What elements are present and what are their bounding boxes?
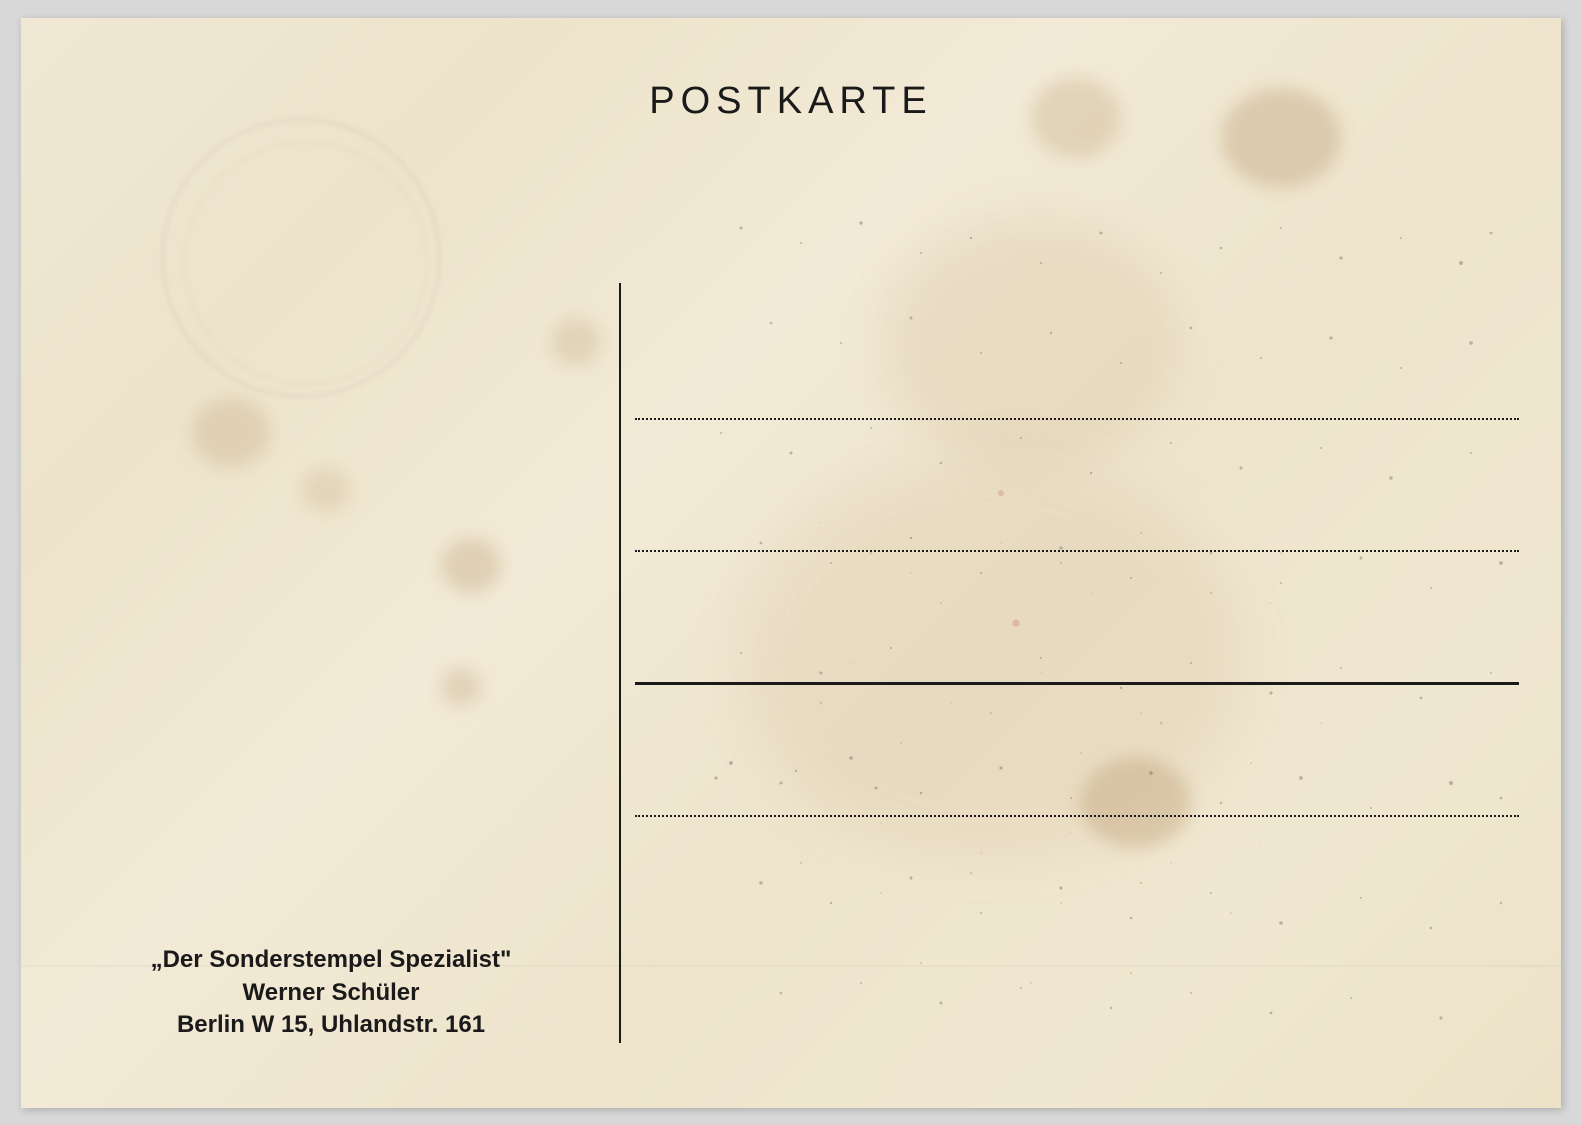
address-line-3	[635, 682, 1519, 685]
postcard-title: POSTKARTE	[649, 80, 932, 123]
postcard-back: POSTKARTE „Der Sonderstempel Spezialist"…	[21, 18, 1561, 1108]
address-lines-area	[635, 418, 1519, 817]
sender-line-2: Werner Schüler	[111, 977, 551, 1009]
paper-stain	[191, 398, 271, 468]
vertical-divider	[619, 283, 621, 1043]
paper-stain	[441, 538, 501, 593]
paper-stain	[301, 468, 351, 513]
sender-line-1: „Der Sonderstempel Spezialist"	[111, 944, 551, 976]
address-line-2	[635, 550, 1519, 552]
sender-line-3: Berlin W 15, Uhlandstr. 161	[111, 1009, 551, 1041]
paper-stain	[1031, 78, 1121, 158]
address-line-1	[635, 418, 1519, 420]
paper-stain	[551, 318, 601, 366]
paper-stain	[441, 668, 481, 706]
paper-stain	[1221, 88, 1341, 188]
address-line-4	[635, 815, 1519, 817]
paper-crease	[21, 965, 1561, 968]
postmark-impression	[161, 118, 441, 398]
sender-info-block: „Der Sonderstempel Spezialist" Werner Sc…	[111, 944, 551, 1041]
